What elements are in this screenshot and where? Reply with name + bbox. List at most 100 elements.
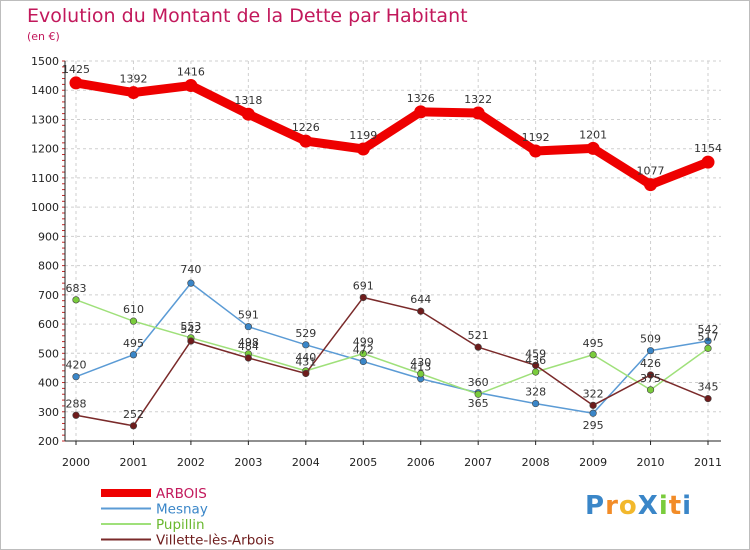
y-tick-label: 1100 [31, 172, 59, 185]
series-point-1 [359, 357, 367, 366]
data-label-0: 1154 [694, 142, 722, 155]
x-tick-label: 2010 [637, 456, 665, 469]
y-tick-label: 700 [38, 289, 59, 302]
series-point-3 [187, 337, 195, 345]
series-point-0 [414, 105, 428, 119]
data-label-1: 509 [640, 333, 661, 346]
series-point-2 [646, 386, 655, 394]
data-label-2: 498 [238, 336, 259, 349]
data-label-2: 430 [410, 356, 431, 369]
series-point-0 [299, 134, 313, 148]
logo-letter: P [585, 491, 606, 521]
data-label-0: 1392 [119, 73, 147, 86]
chart-title: Evolution du Montant de la Dette par Hab… [27, 5, 468, 27]
y-tick-label: 1500 [31, 55, 59, 68]
data-label-1: 529 [295, 327, 316, 340]
series-line-2 [75, 299, 709, 395]
data-label-0: 1416 [177, 66, 205, 79]
logo-letter: i [658, 491, 669, 521]
series-point-1 [72, 373, 80, 381]
data-label-0: 1326 [407, 92, 435, 105]
series-point-2 [589, 351, 597, 359]
x-tick-label: 2006 [407, 456, 435, 469]
y-tick-label: 1400 [31, 84, 59, 97]
series-point-3 [244, 354, 252, 362]
series-point-2 [474, 390, 482, 398]
data-label-3: 252 [123, 408, 144, 421]
series-point-2 [704, 344, 712, 352]
data-label-1: 413 [410, 361, 431, 374]
x-tick-label: 2005 [349, 456, 377, 469]
series-layer [69, 76, 715, 430]
y-tick-label: 1200 [31, 143, 59, 156]
data-label-0: 1192 [522, 131, 550, 144]
grid [65, 60, 721, 442]
logo-letter: i [682, 491, 693, 521]
data-label-3: 644 [410, 293, 431, 306]
data-label-0: 1318 [234, 94, 262, 107]
data-label-2: 553 [180, 320, 201, 333]
series-point-2 [532, 368, 540, 376]
data-label-2: 360 [468, 376, 489, 389]
x-tick-label: 2003 [234, 456, 262, 469]
series-point-1 [244, 323, 252, 331]
series-point-0 [356, 142, 370, 156]
data-label-3: 431 [295, 355, 316, 368]
series-point-3 [646, 371, 655, 379]
y-tick-label: 200 [38, 435, 59, 448]
data-label-2: 495 [583, 337, 604, 350]
data-label-1: 365 [468, 397, 489, 410]
y-tick-label: 500 [38, 347, 59, 360]
series-point-2 [417, 370, 425, 378]
series-point-1 [646, 347, 655, 355]
series-point-0 [69, 76, 83, 90]
series-point-3 [532, 361, 540, 369]
data-label-0: 1199 [349, 129, 377, 142]
series-point-2 [72, 296, 80, 304]
data-labels: 420 495 740 591 529 472 413 365 328 295 509 542 683 6… [62, 63, 722, 432]
legend-label-0: ARBOIS [156, 486, 207, 502]
data-label-3: 345 [698, 381, 719, 394]
series-point-0 [184, 79, 198, 93]
data-label-1: 420 [66, 359, 87, 372]
x-tick-label: 2007 [464, 456, 492, 469]
data-label-2: 683 [66, 282, 87, 295]
x-tick-label: 2008 [522, 456, 550, 469]
data-label-2: 610 [123, 303, 144, 316]
data-label-1: 495 [123, 337, 144, 350]
x-tick-label: 2001 [119, 456, 147, 469]
data-label-1: 740 [180, 263, 201, 276]
series-point-0 [241, 107, 255, 121]
chart-subtitle: (en €) [27, 30, 60, 43]
y-tick-label: 800 [38, 260, 59, 273]
series-point-0 [529, 144, 543, 158]
series-point-2 [129, 317, 138, 325]
y-tick-label: 300 [38, 406, 59, 419]
data-label-3: 484 [238, 340, 259, 353]
axes: 1500140013001200110010009008007006005004… [31, 55, 722, 469]
data-label-2: 499 [353, 336, 374, 349]
logo-letter: t [668, 491, 683, 521]
data-label-2: 440 [295, 351, 316, 364]
series-point-0 [644, 178, 658, 192]
series-point-3 [72, 411, 80, 419]
series-line-1 [75, 282, 709, 414]
logo-letter: o [618, 491, 638, 521]
data-label-0: 1425 [62, 63, 90, 76]
data-label-2: 375 [640, 372, 661, 385]
logo-letter: r [605, 491, 619, 521]
data-label-3: 288 [66, 397, 87, 410]
logo-letter: X [637, 491, 659, 521]
data-label-2: 517 [698, 330, 719, 343]
data-label-1: 328 [525, 386, 546, 399]
series-point-3 [417, 307, 425, 315]
legend-label-2: Pupillin [156, 517, 205, 533]
data-label-0: 1322 [464, 93, 492, 106]
series-point-1 [532, 399, 540, 408]
series-point-1 [302, 341, 310, 349]
series-point-1 [187, 279, 195, 287]
y-tick-label: 900 [38, 230, 59, 243]
